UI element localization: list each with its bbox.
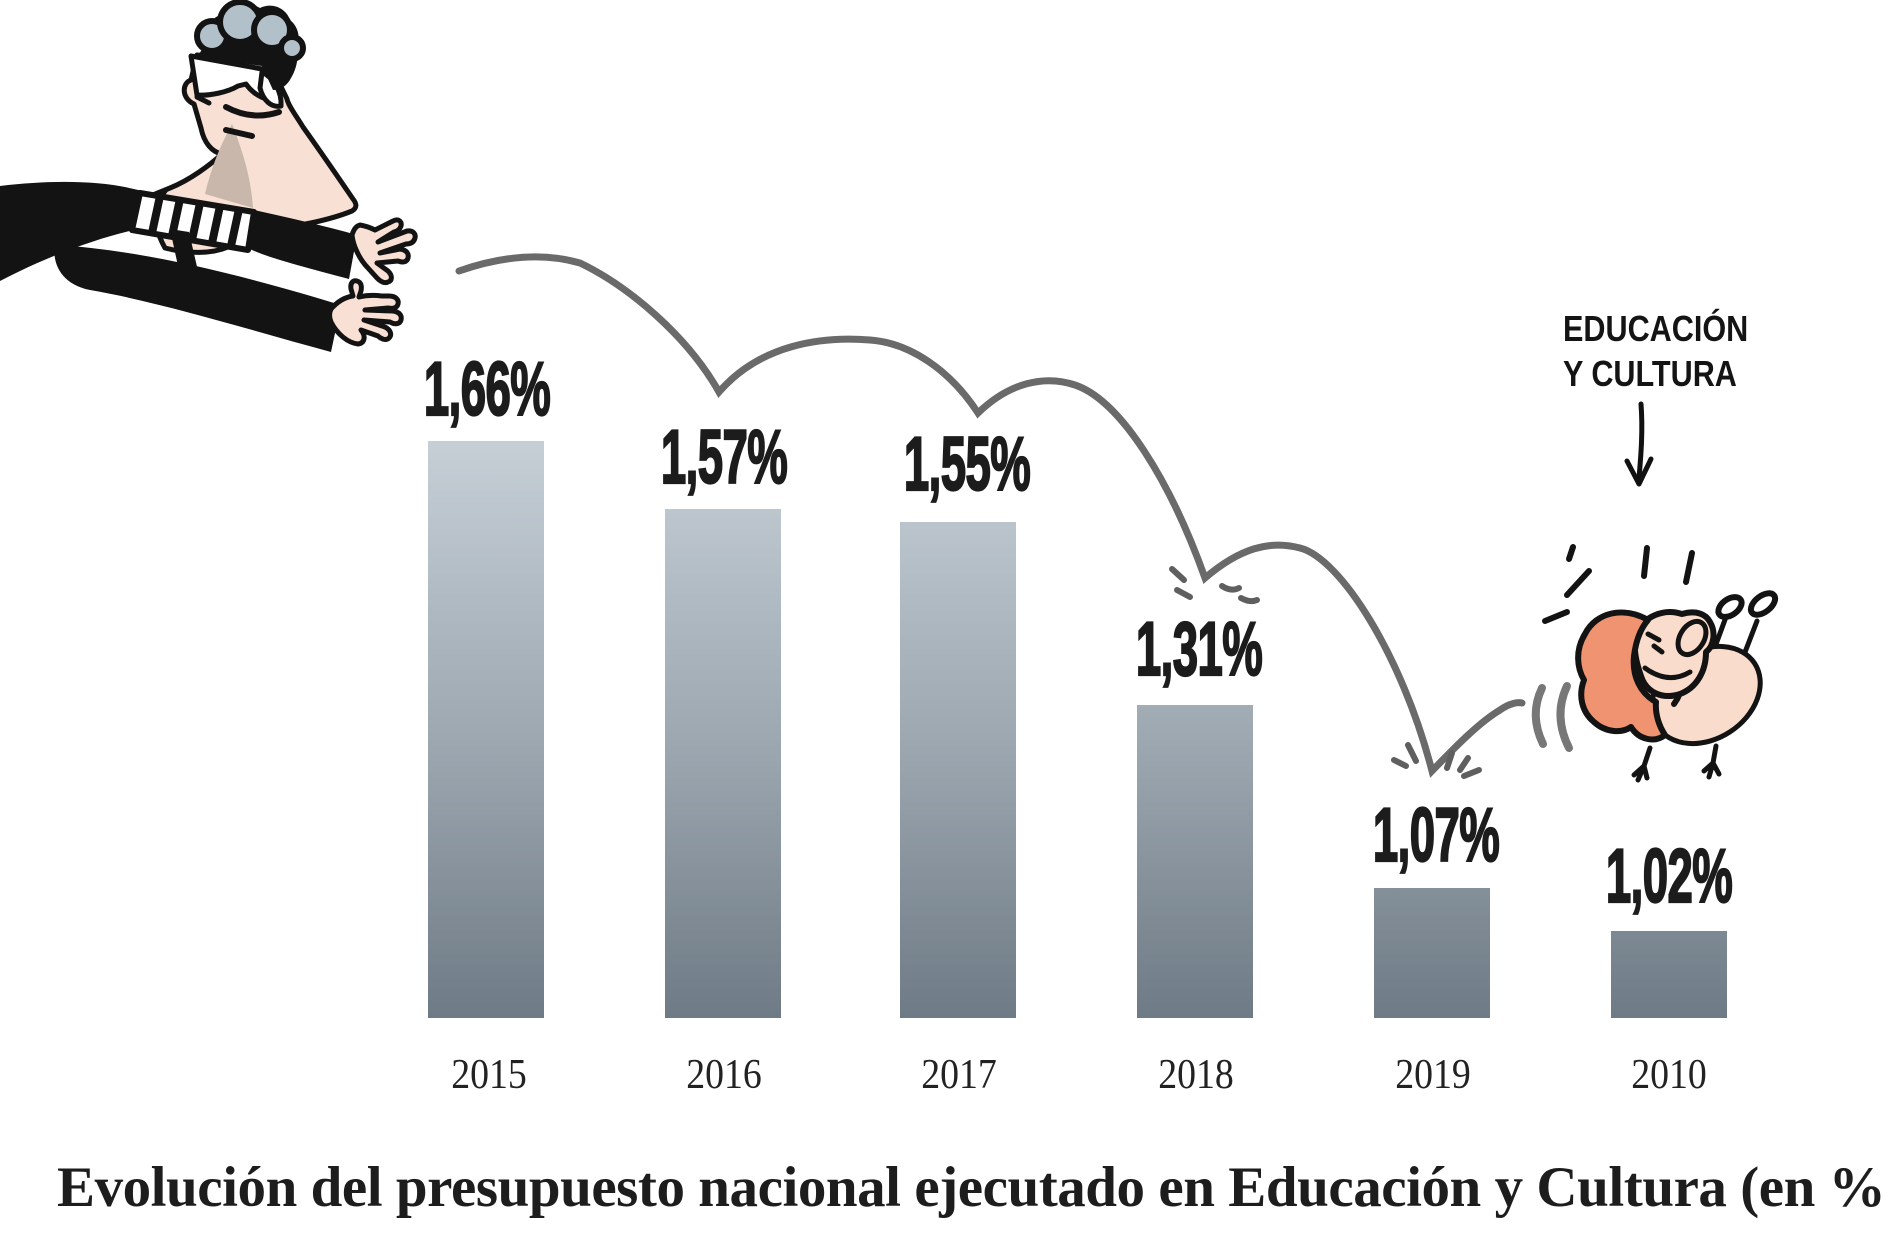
svg-text:2017: 2017 [921,1050,997,1097]
svg-text:EDUCACIÓN: EDUCACIÓN [1563,309,1748,350]
svg-text:2010: 2010 [1631,1050,1707,1097]
svg-text:1,02%: 1,02% [1606,834,1732,919]
svg-text:1,66%: 1,66% [424,347,550,432]
svg-text:2019: 2019 [1395,1050,1471,1097]
svg-text:1,57%: 1,57% [661,415,787,500]
svg-text:1,55%: 1,55% [904,422,1030,507]
svg-text:Y CULTURA: Y CULTURA [1563,355,1737,395]
svg-text:1,31%: 1,31% [1136,607,1262,692]
svg-text:2018: 2018 [1158,1050,1234,1097]
svg-text:2015: 2015 [451,1050,527,1097]
svg-text:1,07%: 1,07% [1373,793,1499,878]
svg-text:Evolución del presupuesto naci: Evolución del presupuesto nacional ejecu… [57,1156,1890,1219]
svg-text:2016: 2016 [686,1050,762,1097]
